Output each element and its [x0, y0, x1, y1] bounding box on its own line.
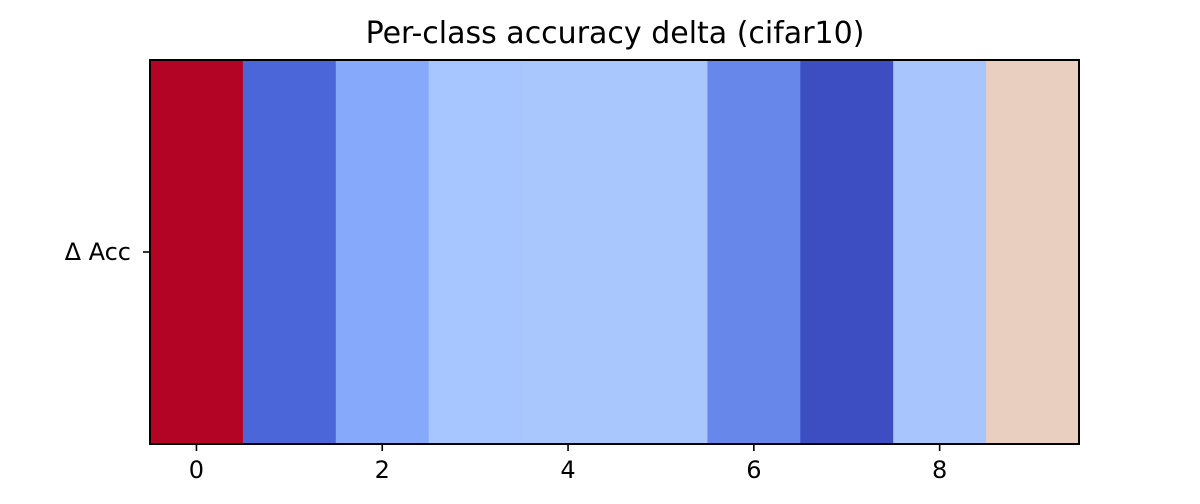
heatmap-cells	[150, 60, 1080, 444]
y-tick-label-0: Δ Acc	[65, 238, 131, 266]
x-tick-label-6: 6	[746, 456, 761, 484]
heatmap-cell-4	[521, 60, 615, 444]
heatmap-cell-7	[800, 60, 894, 444]
heatmap-cell-9	[986, 60, 1080, 444]
chart-title: Per-class accuracy delta (cifar10)	[366, 16, 865, 51]
heatmap-cell-5	[614, 60, 708, 444]
heatmap-cell-1	[242, 60, 337, 444]
x-tick-label-8: 8	[932, 456, 947, 484]
x-tick-label-0: 0	[189, 456, 204, 484]
heatmap-cell-3	[428, 60, 523, 444]
heatmap-cell-0	[150, 60, 244, 444]
x-axis: 0 2 4 6 8	[189, 444, 947, 484]
heatmap-cell-6	[707, 60, 801, 444]
x-tick-label-4: 4	[560, 456, 575, 484]
y-axis: Δ Acc	[65, 238, 150, 266]
heatmap-cell-2	[335, 60, 430, 444]
heatmap-cell-8	[893, 60, 987, 444]
x-tick-label-2: 2	[375, 456, 390, 484]
